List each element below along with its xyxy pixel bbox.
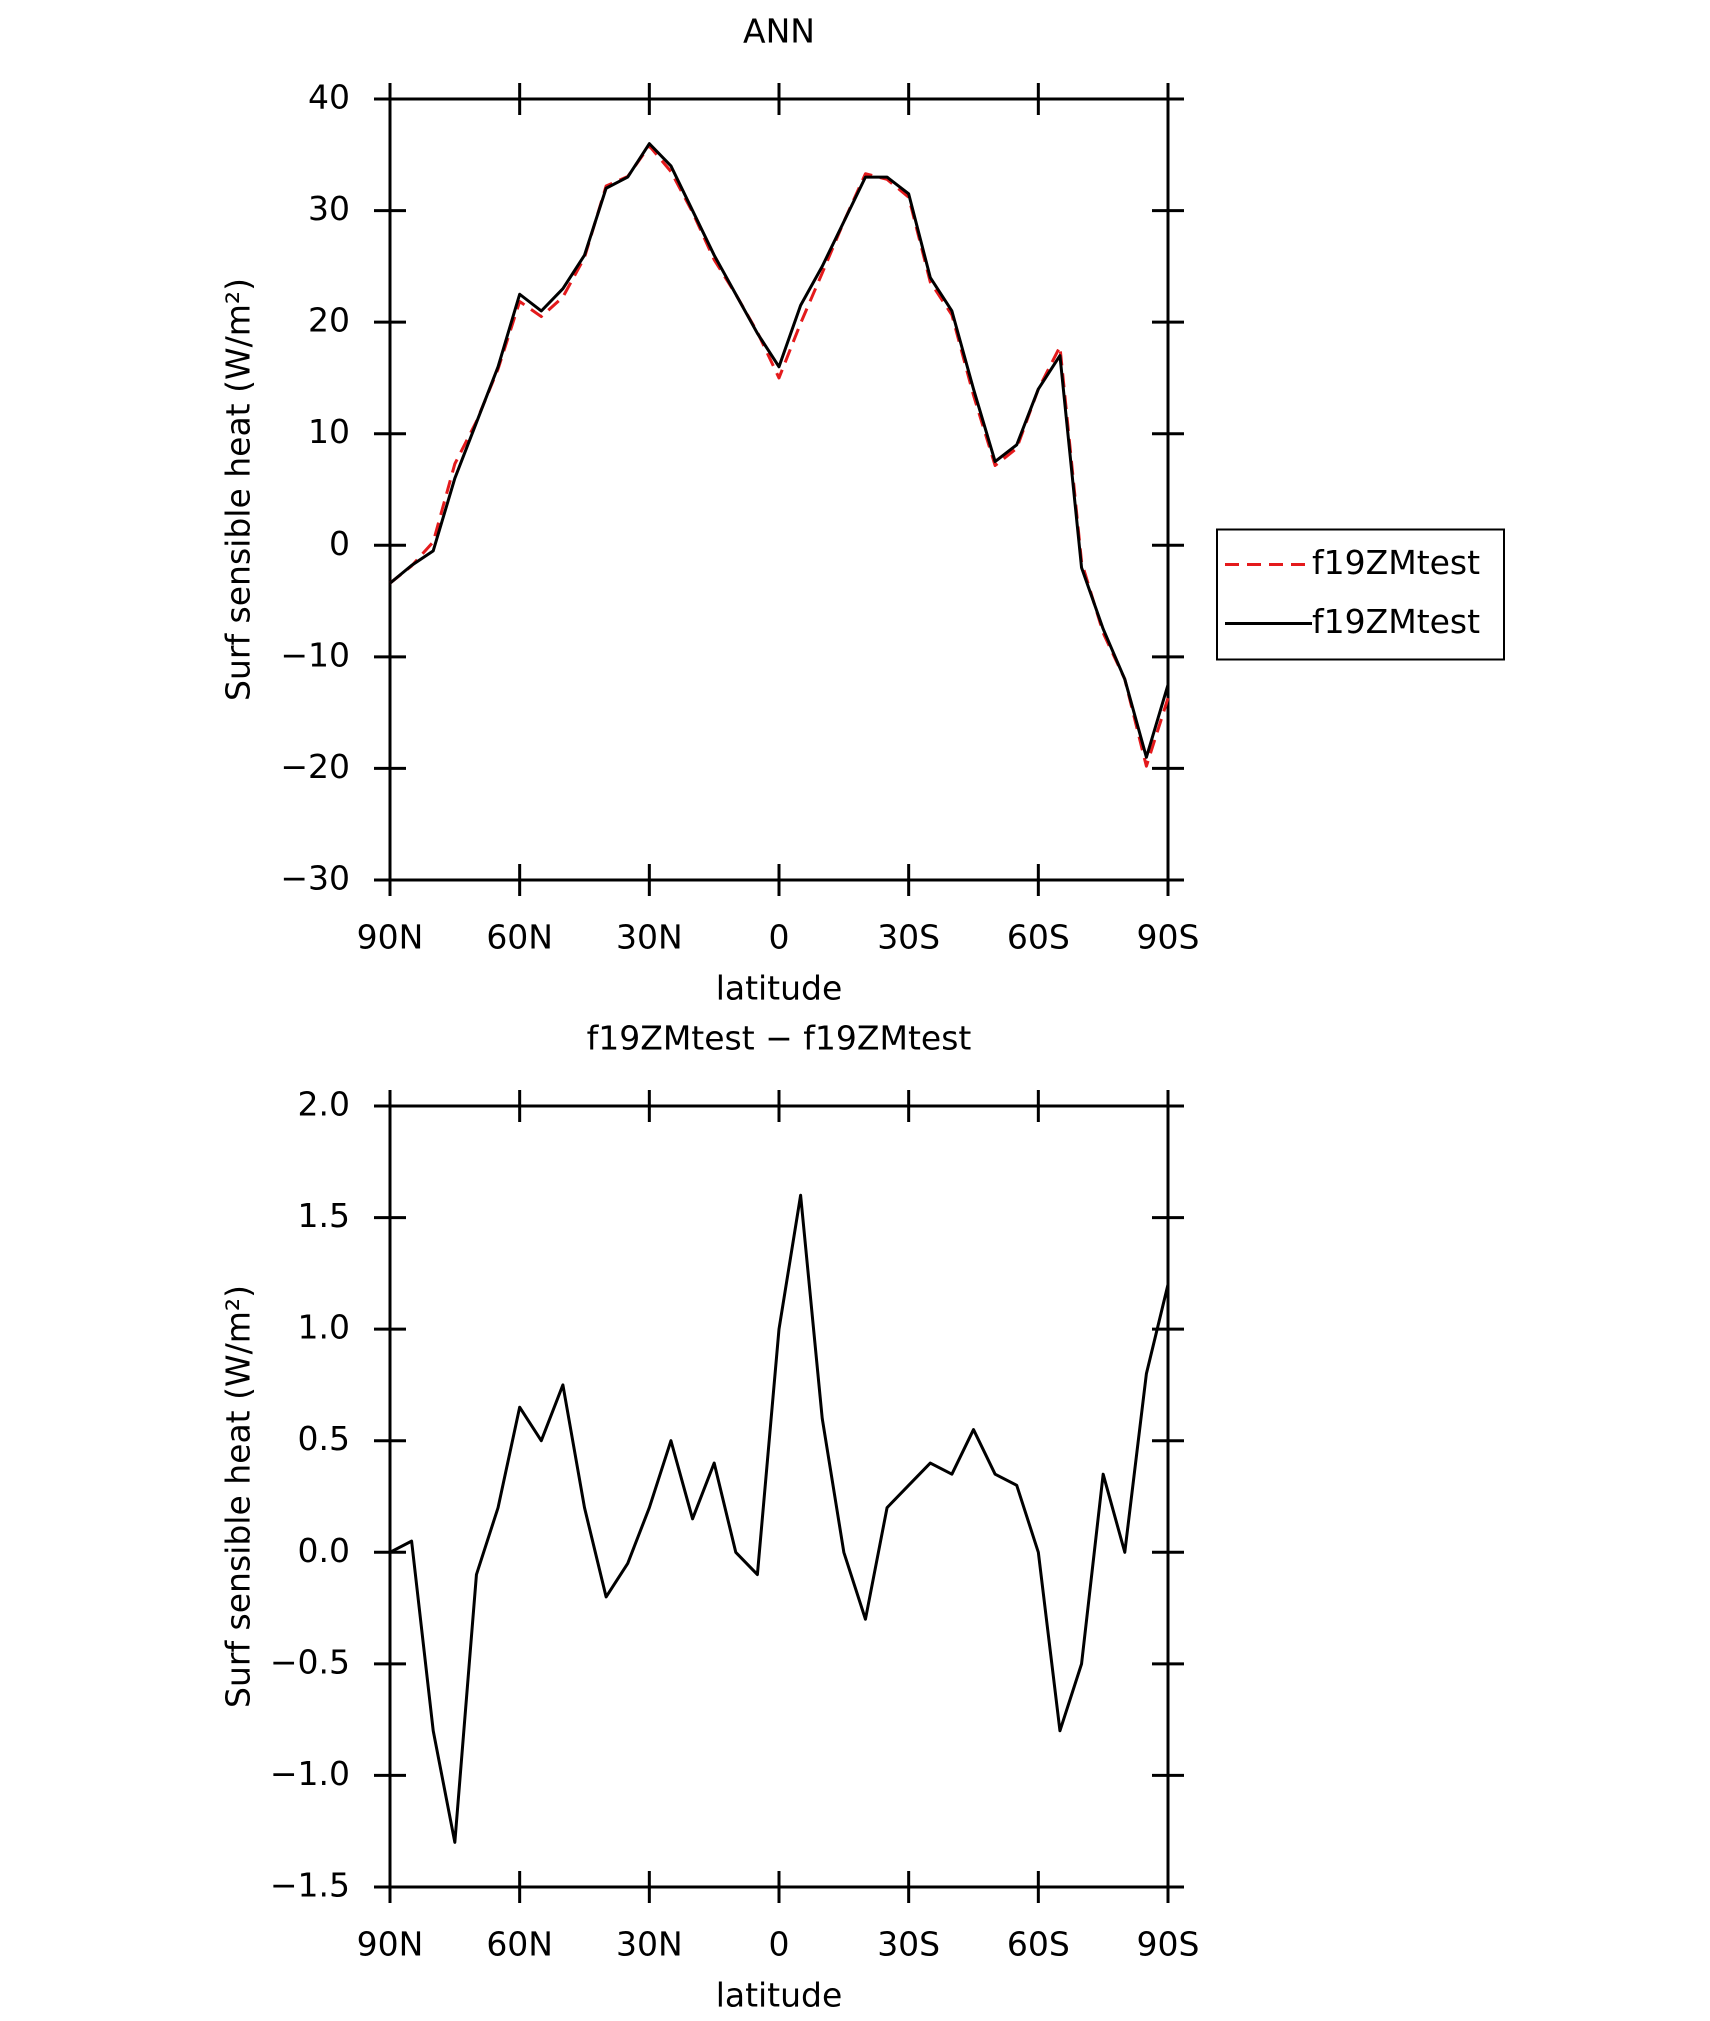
y-tick-label: 30 [308, 189, 350, 228]
y-tick-label: −20 [280, 747, 350, 786]
y-tick-label: −10 [280, 635, 350, 674]
x-tick-label: 30S [877, 918, 940, 957]
x-tick-label: 30N [616, 918, 683, 957]
y-tick-label: −30 [280, 859, 350, 898]
y-tick-label: 0 [329, 524, 350, 563]
plot-frame [388, 1104, 1170, 1889]
x-tick-label: 30N [616, 1925, 683, 1964]
y-axis-label: Surf sensible heat (W/m²) [219, 278, 258, 701]
data-line [389, 142, 1170, 759]
y-axis-label: Surf sensible heat (W/m²) [219, 1285, 258, 1708]
legend-box [1216, 528, 1505, 661]
x-axis-label: latitude [716, 969, 843, 1008]
plot-frame [388, 97, 1170, 882]
data-line [389, 144, 1170, 768]
x-tick-label: 60S [1007, 918, 1070, 957]
legend-label: f19ZMtest [1312, 602, 1480, 641]
y-tick-label: 0.5 [298, 1419, 350, 1458]
y-tick-label: 40 [308, 78, 350, 117]
y-tick-label: −1.0 [270, 1754, 350, 1793]
x-tick-label: 90S [1137, 1925, 1200, 1964]
y-tick-label: 2.0 [298, 1085, 350, 1124]
y-tick-label: 1.0 [298, 1308, 350, 1347]
x-tick-label: 60N [486, 918, 553, 957]
chart-title: ANN [743, 12, 815, 51]
legend-label: f19ZMtest [1312, 543, 1480, 582]
x-tick-label: 0 [769, 1925, 790, 1964]
y-tick-label: −0.5 [270, 1642, 350, 1681]
y-tick-label: 0.0 [298, 1531, 350, 1570]
x-tick-label: 90S [1137, 918, 1200, 957]
x-tick-label: 60S [1007, 1925, 1070, 1964]
x-tick-label: 90N [357, 918, 424, 957]
y-tick-label: 1.5 [298, 1196, 350, 1235]
y-tick-label: 20 [308, 301, 350, 340]
x-tick-label: 30S [877, 1925, 940, 1964]
x-axis-label: latitude [716, 1976, 843, 2015]
chart-title: f19ZMtest − f19ZMtest [587, 1019, 972, 1058]
y-tick-label: −1.5 [270, 1866, 350, 1905]
data-line [389, 1193, 1170, 1844]
y-tick-label: 10 [308, 412, 350, 451]
x-tick-label: 60N [486, 1925, 553, 1964]
x-tick-label: 0 [769, 918, 790, 957]
x-tick-label: 90N [357, 1925, 424, 1964]
